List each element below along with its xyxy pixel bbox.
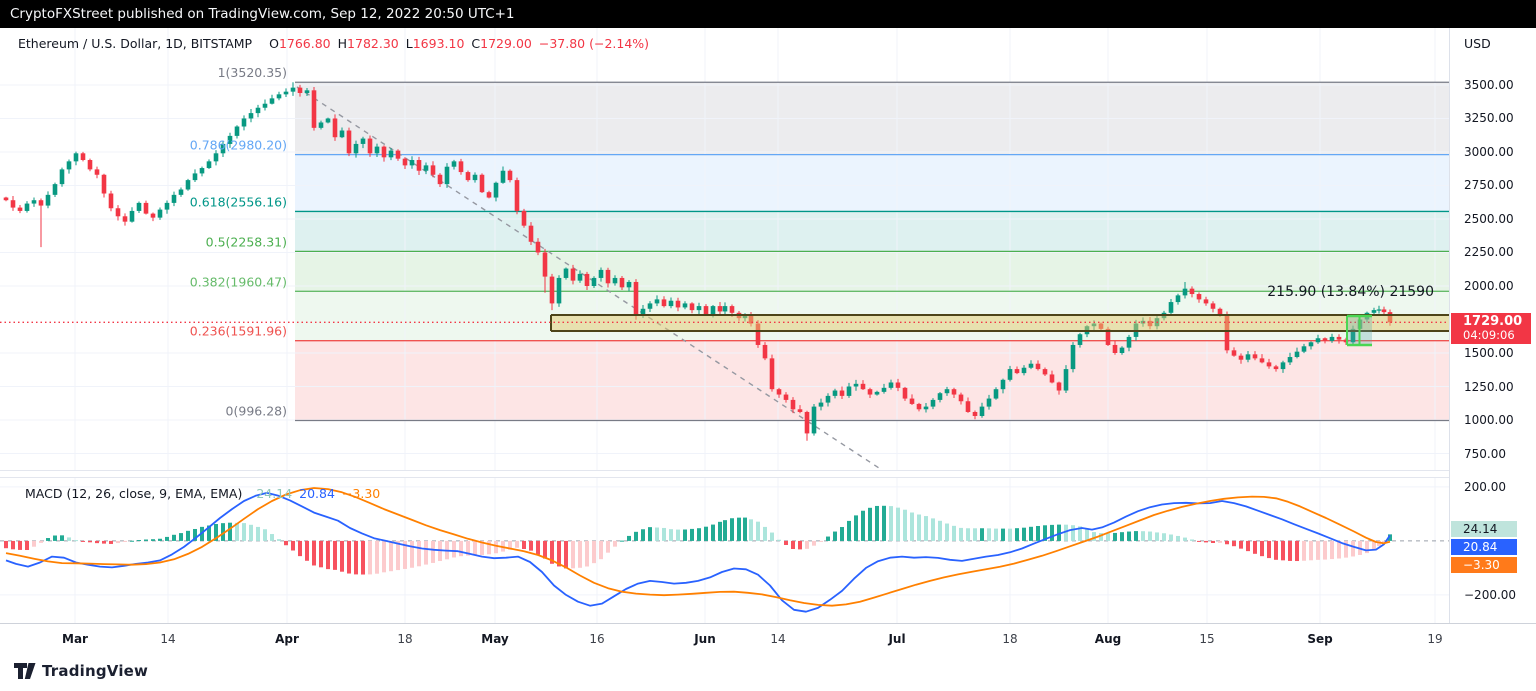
publish-bar: CryptoFXStreet published on TradingView.… <box>0 0 1536 28</box>
svg-text:0(996.28): 0(996.28) <box>226 404 287 419</box>
svg-text:1(3520.35): 1(3520.35) <box>218 65 287 80</box>
grid-lines <box>0 28 1449 470</box>
ohlc-label: L <box>405 36 413 51</box>
last-price: 1729.00 <box>1463 314 1523 330</box>
symbol-title[interactable]: Ethereum / U.S. Dollar, 1D, BITSTAMP <box>18 36 253 51</box>
downtrend-dashed-line <box>296 86 883 470</box>
macd-legend-value: 24.14 <box>256 486 293 501</box>
time-tick-label: 15 <box>1199 632 1215 646</box>
svg-text:0.5(2258.31): 0.5(2258.31) <box>206 234 287 249</box>
ohlc-value: 1766.80 <box>278 36 331 51</box>
ohlc-values: O1766.80 H1782.30 L1693.10 C1729.00 <box>262 36 532 51</box>
price-chart-pane[interactable]: 1(3520.35) 0.786(2980.20) 0.618(2556.16) 0.… <box>0 28 1449 470</box>
last-price-badge: 1729.00 04:09:06 <box>1451 313 1531 345</box>
tradingview-logo[interactable]: TradingView <box>14 662 148 680</box>
symbol-legend[interactable]: Ethereum / U.S. Dollar, 1D, BITSTAMP O176… <box>18 36 649 51</box>
macd-value-badge: 24.14 <box>1451 521 1517 537</box>
price-range-measure-tool <box>1346 314 1372 347</box>
svg-text:0.618(2556.16): 0.618(2556.16) <box>190 194 287 209</box>
ohlc-label: C <box>471 36 481 51</box>
price-tick-label: 2000.00 <box>1464 278 1514 293</box>
macd-signal-line <box>5 487 1391 607</box>
price-tick-label: 750.00 <box>1464 446 1506 461</box>
time-tick-label: 14 <box>770 632 786 646</box>
time-tick-label: 19 <box>1427 632 1443 646</box>
price-tick-label: 2750.00 <box>1464 178 1514 193</box>
measure-annotation: 215.90 (13.84%) 21590 <box>1267 284 1434 300</box>
price-scale[interactable]: USD 3500.00 3250.00 3000.00 2750.00 2500.00 2… <box>1449 28 1536 655</box>
macd-value-badge: 20.84 <box>1451 539 1517 555</box>
svg-text:0.786(2980.20): 0.786(2980.20) <box>190 138 287 153</box>
ohlc-value: 1729.00 <box>480 36 532 51</box>
fib-level-lines <box>295 81 1449 422</box>
macd-tick-label: 200.00 <box>1464 479 1506 494</box>
macd-values: 24.14 20.84 −3.30 <box>249 486 380 501</box>
time-tick-label: 18 <box>1002 632 1018 646</box>
time-tick-label: Sep <box>1307 632 1333 646</box>
pane-divider[interactable] <box>0 470 1536 478</box>
currency-label: USD <box>1464 36 1491 51</box>
macd-indicator-pane[interactable] <box>0 478 1449 623</box>
macd-histogram <box>4 505 1392 575</box>
macd-grid <box>0 478 1449 623</box>
time-tick-label: Jun <box>694 632 716 646</box>
time-scale[interactable]: Mar 14 Apr 18 May 16 Jun 14 Jul 18 Aug 15 Sep 19 <box>0 623 1536 655</box>
price-tick-label: 3000.00 <box>1464 144 1514 159</box>
macd-title[interactable]: MACD (12, 26, close, 9, EMA, EMA) <box>25 486 243 501</box>
time-tick-label: 18 <box>397 632 413 646</box>
price-tick-label: 1250.00 <box>1464 379 1514 394</box>
time-tick-label: Mar <box>62 632 88 646</box>
macd-tick-label: −200.00 <box>1464 587 1517 602</box>
price-tick-label: 3500.00 <box>1464 77 1514 92</box>
macd-line <box>5 492 1391 613</box>
svg-text:0.236(1591.96): 0.236(1591.96) <box>190 324 287 339</box>
time-tick-label: Apr <box>275 632 299 646</box>
candlestick-series <box>3 82 1393 441</box>
price-tick-label: 1000.00 <box>1464 413 1514 427</box>
price-tick-label: 3250.00 <box>1464 111 1514 126</box>
time-tick-label: May <box>481 632 509 646</box>
time-tick-label: 14 <box>160 632 176 646</box>
ohlc-value: 1782.30 <box>347 36 399 51</box>
time-tick-label: Jul <box>888 632 906 646</box>
time-tick-label: 16 <box>589 632 605 646</box>
macd-legend-value: 20.84 <box>299 486 335 501</box>
price-tick-label: 2500.00 <box>1464 211 1514 226</box>
fib-level-labels: 1(3520.35) 0.786(2980.20) 0.618(2556.16) 0.… <box>190 65 287 418</box>
ohlc-label: H <box>337 36 348 51</box>
footer-bar: TradingView <box>0 655 1536 691</box>
macd-legend-value: −3.30 <box>341 486 381 501</box>
bar-countdown: 04:09:06 <box>1463 328 1515 343</box>
svg-text:0.382(1960.47): 0.382(1960.47) <box>190 274 287 289</box>
tradingview-logo-icon <box>14 663 36 679</box>
publish-text: CryptoFXStreet published on TradingView.… <box>10 6 515 22</box>
price-tick-label: 2250.00 <box>1464 245 1514 260</box>
change-value: −37.80 (−2.14%) <box>538 36 650 51</box>
macd-legend[interactable]: MACD (12, 26, close, 9, EMA, EMA) 24.14 20… <box>18 486 380 501</box>
time-tick-label: Aug <box>1094 632 1122 646</box>
tradingview-brand-text: TradingView <box>42 662 149 680</box>
ohlc-label: O <box>269 36 279 51</box>
price-tick-label: 1500.00 <box>1464 346 1514 360</box>
ohlc-value: 1693.10 <box>412 36 465 51</box>
macd-value-badge: −3.30 <box>1451 557 1517 573</box>
